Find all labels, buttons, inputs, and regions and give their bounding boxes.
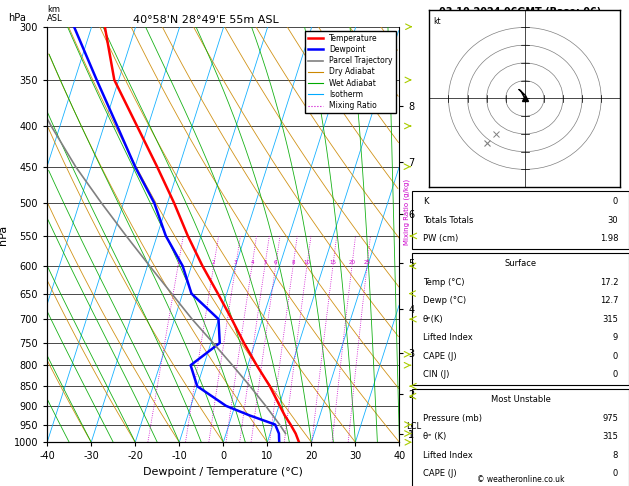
Bar bbox=[412, 389, 629, 486]
Text: Pressure (mb): Pressure (mb) bbox=[423, 414, 482, 423]
Text: 1.98: 1.98 bbox=[599, 234, 618, 243]
Text: 0: 0 bbox=[613, 370, 618, 379]
Text: hPa: hPa bbox=[8, 13, 26, 22]
Bar bbox=[412, 191, 629, 249]
Text: 975: 975 bbox=[603, 414, 618, 423]
Text: CAPE (J): CAPE (J) bbox=[423, 352, 457, 361]
Text: 315: 315 bbox=[603, 315, 618, 324]
Text: PW (cm): PW (cm) bbox=[423, 234, 458, 243]
Text: Temp (°C): Temp (°C) bbox=[423, 278, 464, 287]
Legend: Temperature, Dewpoint, Parcel Trajectory, Dry Adiabat, Wet Adiabat, Isotherm, Mi: Temperature, Dewpoint, Parcel Trajectory… bbox=[304, 31, 396, 113]
Text: θᵉ(K): θᵉ(K) bbox=[423, 315, 443, 324]
Text: 2: 2 bbox=[212, 260, 215, 265]
Text: km
ASL: km ASL bbox=[47, 4, 63, 22]
Text: LCL: LCL bbox=[406, 422, 421, 431]
Text: 30: 30 bbox=[608, 216, 618, 225]
Text: 20: 20 bbox=[348, 260, 355, 265]
Text: 1: 1 bbox=[176, 260, 180, 265]
Text: 17.2: 17.2 bbox=[599, 278, 618, 287]
Text: Lifted Index: Lifted Index bbox=[423, 333, 472, 342]
Text: Totals Totals: Totals Totals bbox=[423, 216, 473, 225]
Text: 25: 25 bbox=[364, 260, 370, 265]
Text: 15: 15 bbox=[330, 260, 337, 265]
Text: 6: 6 bbox=[274, 260, 277, 265]
Text: 8: 8 bbox=[613, 451, 618, 460]
Text: 03.10.2024 06GMT (Base: 06): 03.10.2024 06GMT (Base: 06) bbox=[440, 7, 601, 17]
Text: 0: 0 bbox=[613, 197, 618, 206]
Text: 10: 10 bbox=[303, 260, 311, 265]
Text: 4: 4 bbox=[250, 260, 253, 265]
Text: Dewp (°C): Dewp (°C) bbox=[423, 296, 466, 305]
Text: 5: 5 bbox=[263, 260, 267, 265]
Text: K: K bbox=[423, 197, 428, 206]
Text: 9: 9 bbox=[613, 333, 618, 342]
Bar bbox=[412, 253, 629, 385]
Text: © weatheronline.co.uk: © weatheronline.co.uk bbox=[477, 474, 564, 484]
Text: CIN (J): CIN (J) bbox=[423, 370, 449, 379]
Text: 3: 3 bbox=[234, 260, 238, 265]
Text: Mixing Ratio (g/kg): Mixing Ratio (g/kg) bbox=[403, 179, 409, 245]
Text: 0: 0 bbox=[613, 469, 618, 478]
Text: kt: kt bbox=[433, 17, 441, 26]
Y-axis label: hPa: hPa bbox=[0, 225, 8, 244]
Text: θᵉ (K): θᵉ (K) bbox=[423, 433, 446, 441]
Text: Lifted Index: Lifted Index bbox=[423, 451, 472, 460]
Text: 0: 0 bbox=[613, 352, 618, 361]
Text: 8: 8 bbox=[291, 260, 295, 265]
Text: Most Unstable: Most Unstable bbox=[491, 396, 550, 404]
Text: Surface: Surface bbox=[504, 260, 537, 268]
Text: CAPE (J): CAPE (J) bbox=[423, 469, 457, 478]
Text: 12.7: 12.7 bbox=[599, 296, 618, 305]
X-axis label: Dewpoint / Temperature (°C): Dewpoint / Temperature (°C) bbox=[143, 467, 303, 477]
Text: 315: 315 bbox=[603, 433, 618, 441]
Title: 40°58'N 28°49'E 55m ASL: 40°58'N 28°49'E 55m ASL bbox=[133, 15, 279, 25]
